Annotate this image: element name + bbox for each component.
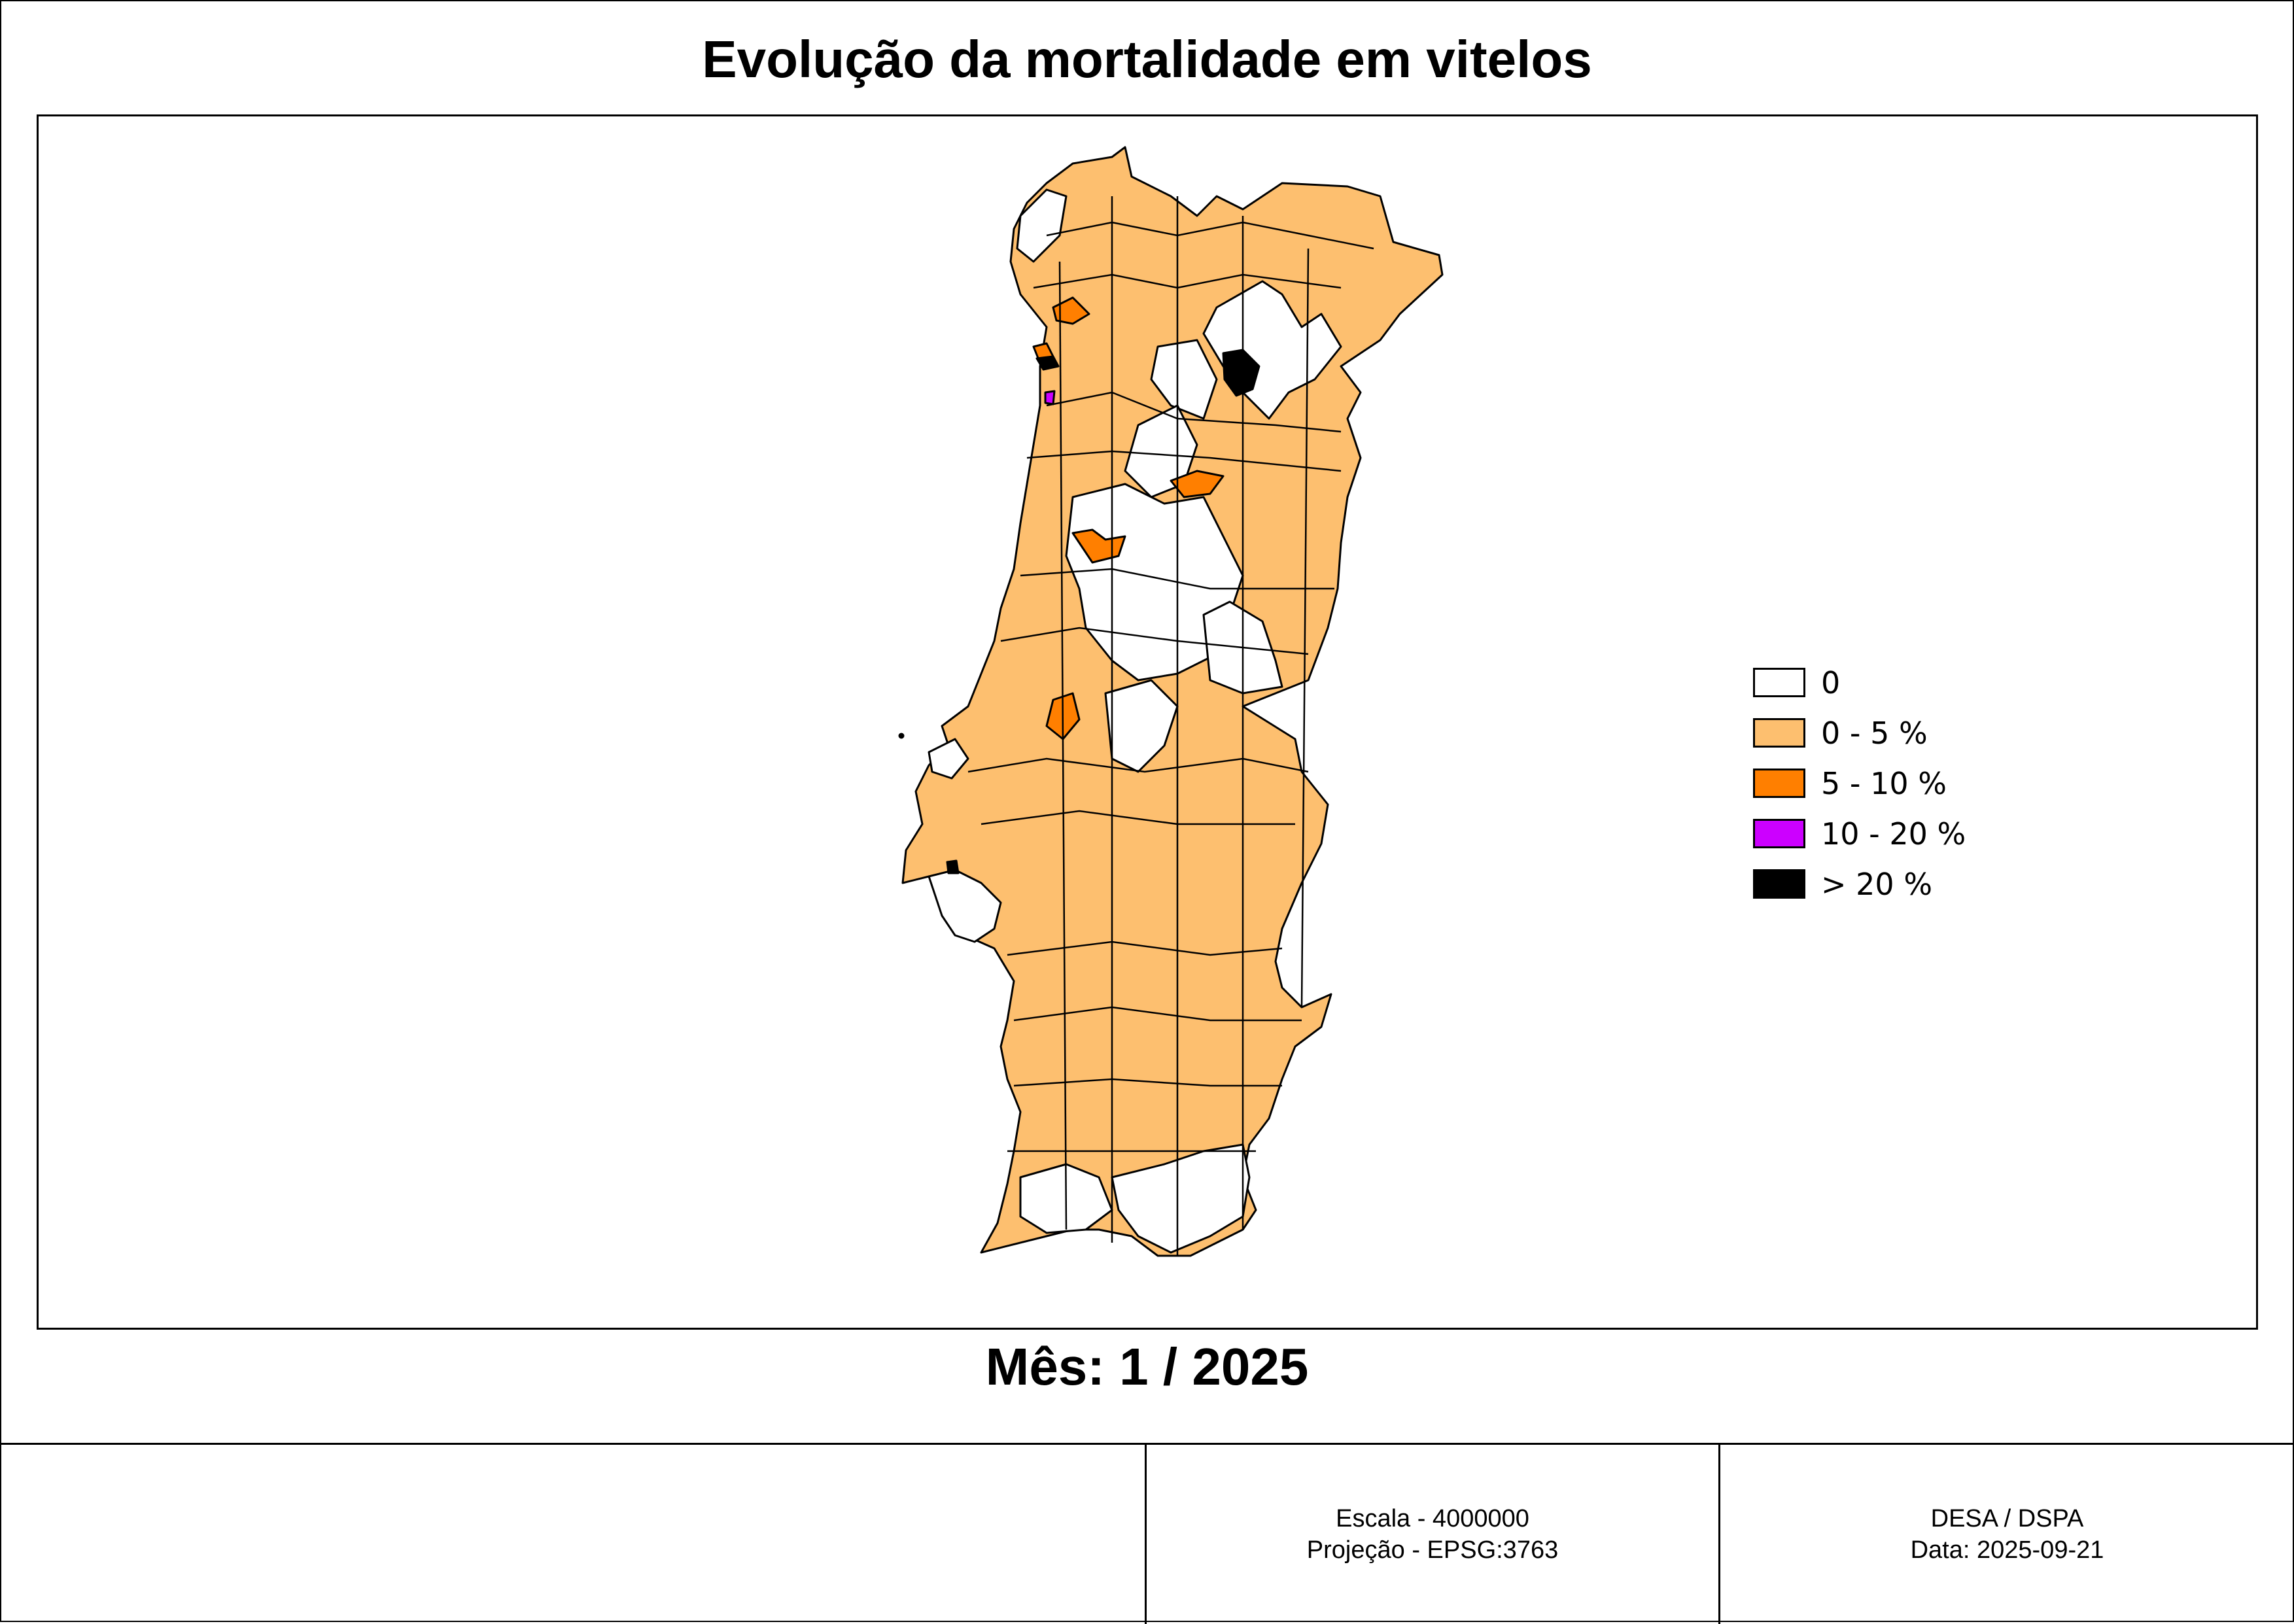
legend-item: 10 - 20 %: [1753, 808, 1966, 859]
legend-label: 5 - 10 %: [1821, 765, 1947, 801]
footer-org-cell: DESA / DSPA Data: 2025-09-21: [1720, 1445, 2294, 1624]
projection-text: Projeção - EPSG:3763: [1306, 1536, 1559, 1564]
map-title: Evolução da mortalidade em vitelos: [702, 30, 1592, 88]
legend: 0 0 - 5 % 5 - 10 % 10 - 20 % > 20 %: [1753, 657, 1966, 909]
date-text: Data: 2025-09-21: [1910, 1536, 2104, 1564]
organization-text: DESA / DSPA: [1930, 1505, 2084, 1532]
legend-swatch: [1753, 769, 1805, 798]
legend-swatch: [1753, 668, 1805, 697]
legend-label: 0: [1821, 665, 1841, 700]
footer-left-cell: [0, 1445, 1147, 1624]
legend-item: 0: [1753, 657, 1966, 708]
portugal-map: [898, 146, 1444, 1257]
region-lisbon-white[interactable]: [928, 869, 1002, 943]
region-peniche-white[interactable]: [928, 738, 969, 780]
footer: Escala - 4000000 Projeção - EPSG:3763 DE…: [0, 1443, 2294, 1624]
region-berlengas: [898, 733, 905, 739]
legend-swatch: [1753, 869, 1805, 899]
region-porto-black[interactable]: [1035, 355, 1060, 371]
region-braga-orange[interactable]: [1052, 296, 1090, 325]
region-viseu-orange[interactable]: [1170, 470, 1225, 498]
region-lisbon-black[interactable]: [946, 859, 960, 874]
legend-label: > 20 %: [1821, 866, 1933, 902]
region-northwest-white[interactable]: [1016, 188, 1068, 263]
region-espinho-purple[interactable]: [1044, 390, 1056, 406]
legend-swatch: [1753, 718, 1805, 748]
legend-swatch: [1753, 819, 1805, 848]
map-subtitle: Mês: 1 / 2025: [985, 1338, 1309, 1396]
legend-item: 5 - 10 %: [1753, 758, 1966, 808]
legend-item: 0 - 5 %: [1753, 708, 1966, 758]
legend-label: 0 - 5 %: [1821, 715, 1928, 751]
legend-item: > 20 %: [1753, 859, 1966, 909]
region-north-white-2[interactable]: [1150, 339, 1218, 420]
legend-label: 10 - 20 %: [1821, 816, 1966, 852]
footer-scale-cell: Escala - 4000000 Projeção - EPSG:3763: [1147, 1445, 1720, 1624]
scale-text: Escala - 4000000: [1336, 1505, 1529, 1532]
municipality-boundaries: [967, 196, 1374, 1256]
